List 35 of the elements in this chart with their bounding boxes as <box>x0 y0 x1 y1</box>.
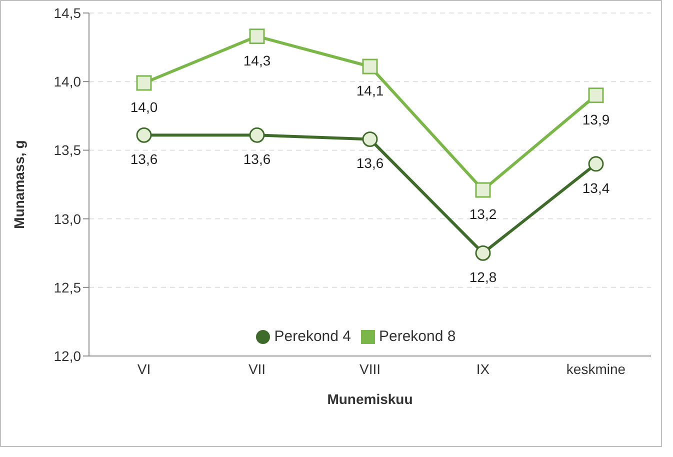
data-label: 13,6 <box>130 151 158 168</box>
data-label: 14,3 <box>243 52 271 68</box>
data-label: 12,8 <box>469 269 497 286</box>
legend-label: Perekond 4 <box>274 328 351 345</box>
data-label: 13,4 <box>582 180 610 196</box>
data-label: 13,6 <box>243 151 271 168</box>
y-tick-label: 13,0 <box>54 210 82 227</box>
x-tick-label: VIII <box>359 360 381 377</box>
y-tick-label: 12,5 <box>54 279 82 296</box>
x-axis-title: Munemiskuu <box>327 391 413 407</box>
y-axis-title: Munamass, g <box>10 140 27 229</box>
point <box>475 245 491 261</box>
x-tick-label: VII <box>248 360 266 377</box>
y-tick-label: 13,5 <box>54 142 82 158</box>
y-tick-label: 14,0 <box>54 74 82 90</box>
point <box>136 75 152 91</box>
data-label: 13,6 <box>356 155 384 172</box>
point <box>249 28 265 44</box>
data-label: 13,9 <box>582 111 610 128</box>
point <box>588 156 604 172</box>
x-tick-label: keskmine <box>566 360 626 377</box>
point <box>362 131 378 147</box>
data-label: 13,2 <box>469 206 497 222</box>
data-label: 14,1 <box>356 82 384 99</box>
point <box>475 182 491 198</box>
point <box>362 58 378 74</box>
legend-label: Perekond 8 <box>379 328 456 345</box>
x-tick-label: VI <box>137 360 151 377</box>
x-tick-label: IX <box>476 360 490 377</box>
y-tick-label: 14,5 <box>54 4 82 21</box>
point <box>588 88 604 104</box>
y-tick-label: 12,0 <box>54 348 82 364</box>
point <box>136 127 152 143</box>
point <box>249 127 265 143</box>
data-label: 14,0 <box>130 98 158 115</box>
